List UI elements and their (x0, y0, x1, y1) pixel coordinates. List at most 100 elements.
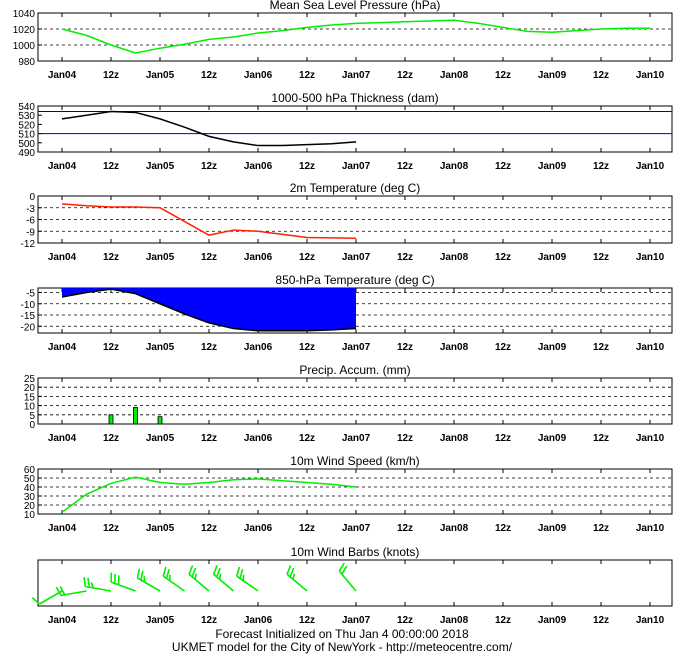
thickness-xtick-label: Jan09 (538, 161, 567, 172)
mslp-ytick-label: 980 (18, 57, 35, 68)
thickness-series-line (61, 110, 357, 147)
t850-xtick-label: Jan08 (440, 342, 469, 353)
t850-xtick-label: 12z (593, 342, 609, 353)
t850-xtick-label: 12z (201, 342, 217, 353)
wind_barbs-xtick-label: 12z (397, 615, 413, 626)
mslp-frame (37, 12, 673, 62)
wind_speed-xtick-label: 12z (397, 523, 413, 534)
wind_speed-xtick-label: Jan07 (342, 523, 371, 534)
meteogram: Mean Sea Level Pressure (hPa) Jan04 12z Jan… (13, 0, 673, 626)
wind-barb (136, 568, 161, 592)
precip-ytick-label: 0 (29, 420, 35, 431)
thickness-ytick-label: 520 (18, 120, 35, 131)
t2m-xtick-label: Jan08 (440, 252, 469, 263)
wind_barbs-xtick-label: Jan10 (636, 615, 665, 626)
t2m-xtick-label: 12z (495, 252, 511, 263)
thickness-xtick-label: 12z (103, 161, 119, 172)
t850-xtick-label: Jan05 (146, 342, 175, 353)
precip-xtick-label: 12z (103, 433, 119, 444)
thickness-title: 1000-500 hPa Thickness (dam) (271, 91, 438, 105)
thickness-frame (37, 105, 673, 153)
mslp-xtick-label: Jan04 (48, 70, 77, 81)
mslp-xtick-label: 12z (397, 70, 413, 81)
thickness-xtick-label: 12z (397, 161, 413, 172)
mslp-xtick-label: 12z (103, 70, 119, 81)
thickness-xtick-label: 12z (593, 161, 609, 172)
precip-xtick-label: 12z (593, 433, 609, 444)
t850-xtick-label: 12z (103, 342, 119, 353)
mslp-xtick-label: Jan10 (636, 70, 665, 81)
mslp-xtick-label: Jan05 (146, 70, 175, 81)
wind_barbs-xtick-label: 12z (495, 615, 511, 626)
mslp-title: Mean Sea Level Pressure (hPa) (270, 0, 441, 12)
wind-barb (162, 566, 185, 592)
wind_barbs-xtick-label: 12z (593, 615, 609, 626)
t850-xtick-label: 12z (397, 342, 413, 353)
t2m-ytick-label: 0 (29, 192, 35, 203)
wind_speed-xtick-label: Jan04 (48, 523, 77, 534)
wind_barbs-xtick-label: Jan04 (48, 615, 77, 626)
wind_barbs-title: 10m Wind Barbs (knots) (291, 545, 420, 559)
precip-xtick-label: Jan08 (440, 433, 469, 444)
precip-bar (157, 416, 163, 425)
wind_speed-xtick-label: 12z (103, 523, 119, 534)
t2m-xtick-label: Jan04 (48, 252, 77, 263)
t850-xtick-label: Jan06 (244, 342, 273, 353)
t850-xtick-label: 12z (495, 342, 511, 353)
t850-xtick-label: Jan10 (636, 342, 665, 353)
precip-ytick-label: 20 (24, 383, 36, 394)
t2m-xtick-label: 12z (103, 252, 119, 263)
mslp-xtick-label: Jan09 (538, 70, 567, 81)
thickness-ytick-label: 540 (18, 102, 35, 113)
precip-xtick-label: 12z (495, 433, 511, 444)
wind-barb (212, 565, 235, 592)
t850-title: 850-hPa Temperature (deg C) (275, 273, 434, 287)
t2m-frame (37, 195, 673, 244)
wind_speed-ytick-label: 60 (24, 465, 36, 476)
precip-xtick-label: Jan07 (342, 433, 371, 444)
mslp-ytick-label: 1000 (13, 41, 36, 52)
precip-title: Precip. Accum. (mm) (299, 363, 410, 377)
thickness-ytick-label: 500 (18, 139, 35, 150)
precip-xtick-label: Jan05 (146, 433, 175, 444)
mslp-xtick-label: Jan06 (244, 70, 273, 81)
wind_speed-xtick-label: Jan09 (538, 523, 567, 534)
thickness-xtick-label: 12z (299, 161, 315, 172)
precip-bar (133, 407, 138, 425)
t2m-ytick-label: -12 (21, 239, 36, 250)
precip-xtick-label: Jan09 (538, 433, 567, 444)
wind-barb (188, 565, 210, 592)
thickness-xtick-label: 12z (201, 161, 217, 172)
t850-area (62, 288, 356, 331)
t2m-xtick-label: Jan10 (636, 252, 665, 263)
thickness-xtick-label: Jan10 (636, 161, 665, 172)
wind-barb (235, 566, 259, 592)
t2m-xtick-label: Jan05 (146, 252, 175, 263)
wind_speed-xtick-label: Jan08 (440, 523, 469, 534)
mslp-xtick-label: 12z (593, 70, 609, 81)
mslp-xtick-label: 12z (201, 70, 217, 81)
precip-ytick-label: 5 (29, 411, 35, 422)
wind_barbs-xtick-label: Jan09 (538, 615, 567, 626)
thickness-xtick-label: 12z (495, 161, 511, 172)
wind_speed-xtick-label: Jan05 (146, 523, 175, 534)
precip-xtick-label: 12z (201, 433, 217, 444)
t2m-ytick-label: -6 (26, 216, 35, 227)
wind_speed-xtick-label: 12z (495, 523, 511, 534)
mslp-xtick-label: Jan08 (440, 70, 469, 81)
mslp-ytick-label: 1020 (13, 25, 36, 36)
t2m-ytick-label: -3 (26, 204, 35, 215)
wind-barb (110, 572, 136, 592)
wind_speed-xtick-label: Jan06 (244, 523, 273, 534)
wind_speed-xtick-label: 12z (593, 523, 609, 534)
wind_barbs-xtick-label: Jan07 (342, 615, 371, 626)
wind_barbs-frame (37, 559, 673, 607)
t2m-xtick-label: 12z (593, 252, 609, 263)
t850-xtick-label: 12z (299, 342, 315, 353)
wind-barb (55, 586, 87, 597)
wind_speed-ytick-label: 40 (24, 483, 36, 494)
wind_speed-title: 10m Wind Speed (km/h) (290, 454, 419, 468)
wind_speed-xtick-label: 12z (299, 523, 315, 534)
wind-barb (338, 562, 357, 592)
precip-bar (108, 414, 114, 425)
